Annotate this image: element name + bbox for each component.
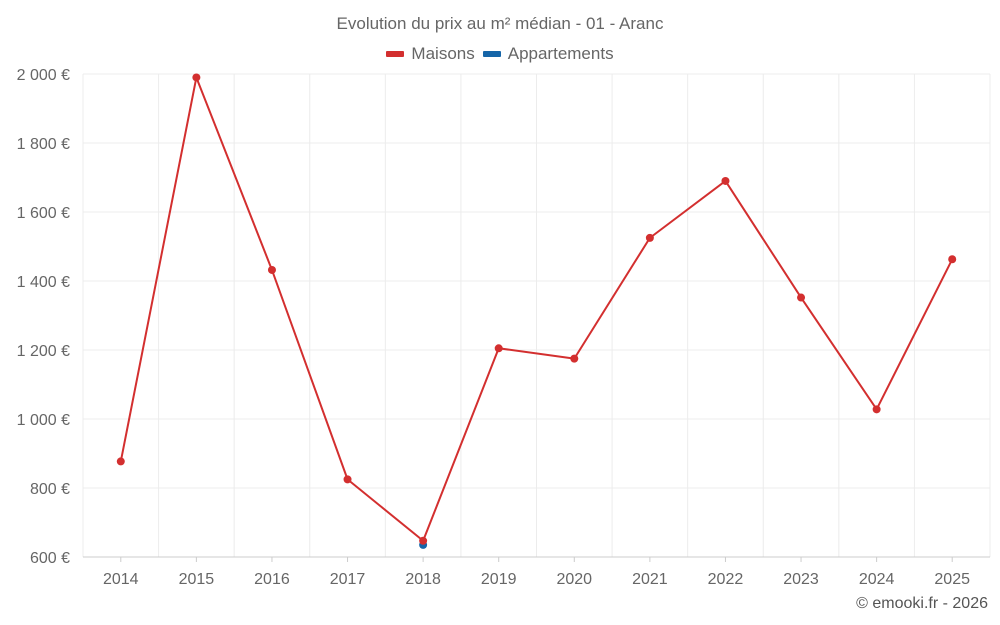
chart-title: Evolution du prix au m² médian - 01 - Ar… <box>336 14 664 33</box>
y-tick-label: 1 000 € <box>17 412 70 429</box>
legend-swatch-appartements <box>482 51 501 57</box>
chart-legend: Maisons Appartements <box>0 44 1000 64</box>
x-tick-label: 2015 <box>179 571 215 588</box>
data-point-maisons <box>343 475 352 484</box>
legend-label-appartements: Appartements <box>507 44 614 63</box>
x-tick-label: 2025 <box>934 571 970 588</box>
legend-item-appartements[interactable]: Appartements <box>482 44 614 64</box>
x-tick-label: 2019 <box>481 571 517 588</box>
y-tick-label: 1 600 € <box>17 205 70 222</box>
y-tick-label: 800 € <box>30 481 70 498</box>
data-point-maisons <box>645 233 654 242</box>
x-tick-label: 2023 <box>783 571 819 588</box>
y-tick-label: 1 200 € <box>17 343 70 360</box>
x-tick-label: 2017 <box>330 571 366 588</box>
data-point-maisons <box>267 265 276 274</box>
y-tick-label: 2 000 € <box>17 67 70 84</box>
x-tick-label: 2021 <box>632 571 668 588</box>
data-point-maisons <box>872 405 881 414</box>
x-tick-label: 2018 <box>405 571 441 588</box>
x-tick-label: 2016 <box>254 571 290 588</box>
x-tick-label: 2022 <box>708 571 744 588</box>
data-point-maisons <box>192 73 201 82</box>
data-point-maisons <box>797 293 806 302</box>
y-tick-label: 1 400 € <box>17 274 70 291</box>
data-point-maisons <box>419 536 428 545</box>
legend-item-maisons[interactable]: Maisons <box>386 44 475 64</box>
credit-text: © emooki.fr - 2026 <box>856 595 988 612</box>
data-point-maisons <box>721 176 730 185</box>
series-line-maisons <box>119 76 954 542</box>
legend-label-maisons: Maisons <box>411 44 475 63</box>
y-tick-label: 1 800 € <box>17 136 70 153</box>
x-tick-label: 2014 <box>103 571 139 588</box>
legend-swatch-maisons <box>386 51 405 57</box>
y-tick-label: 600 € <box>30 550 70 567</box>
data-point-maisons <box>116 457 125 466</box>
data-point-maisons <box>570 354 579 363</box>
x-tick-label: 2024 <box>859 571 895 588</box>
x-tick-label: 2020 <box>556 571 592 588</box>
data-point-maisons <box>494 344 503 353</box>
data-point-maisons <box>948 255 957 264</box>
